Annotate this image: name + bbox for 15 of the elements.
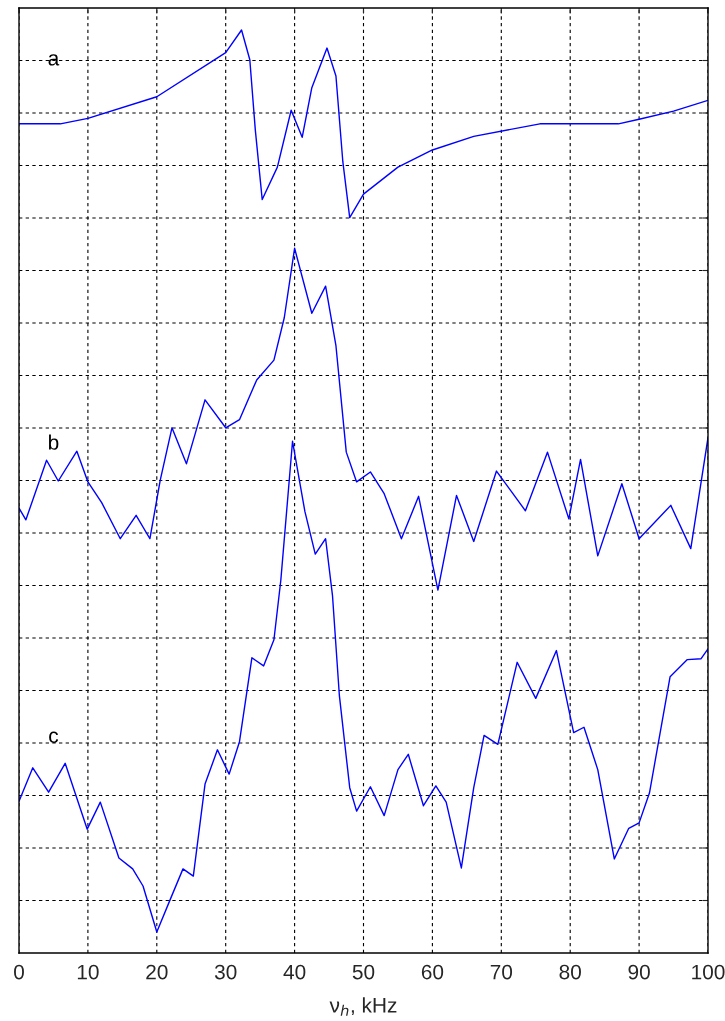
x-tick-label: 60 <box>421 964 444 980</box>
x-tick-label: 10 <box>77 964 99 980</box>
x-tick-label: 30 <box>214 964 237 980</box>
x-tick-label: 80 <box>559 964 581 980</box>
x-tick-label: 70 <box>490 964 513 980</box>
x-tick-label: 100 <box>692 964 725 980</box>
x-tick-label: 90 <box>628 964 650 980</box>
series-label: c <box>49 731 59 743</box>
x-tick-label: 50 <box>352 964 375 980</box>
x-axis-title: ν$_{h}$, kHz <box>329 997 397 1016</box>
x-tick-label: 40 <box>283 964 306 980</box>
text: a <box>48 54 60 66</box>
x-tick-label: 20 <box>146 964 168 980</box>
series-label: b <box>49 434 59 450</box>
x-tick-label: 0 <box>14 964 24 980</box>
